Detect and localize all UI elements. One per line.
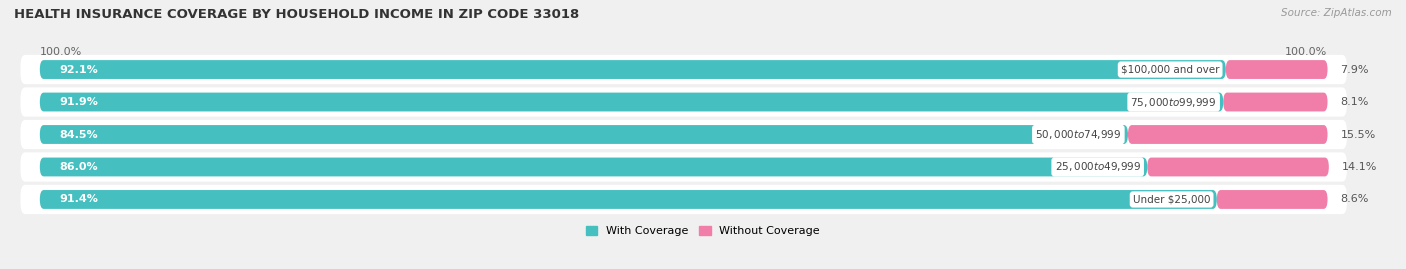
Legend: With Coverage, Without Coverage: With Coverage, Without Coverage <box>582 222 824 241</box>
FancyBboxPatch shape <box>1128 125 1327 144</box>
Text: 8.6%: 8.6% <box>1340 194 1369 204</box>
Text: 100.0%: 100.0% <box>39 47 82 58</box>
Text: 8.1%: 8.1% <box>1340 97 1369 107</box>
Text: Source: ZipAtlas.com: Source: ZipAtlas.com <box>1281 8 1392 18</box>
FancyBboxPatch shape <box>21 55 1347 84</box>
FancyBboxPatch shape <box>1223 93 1327 111</box>
FancyBboxPatch shape <box>21 87 1347 117</box>
FancyBboxPatch shape <box>39 93 1223 111</box>
FancyBboxPatch shape <box>21 152 1347 182</box>
Text: $25,000 to $49,999: $25,000 to $49,999 <box>1054 161 1140 174</box>
FancyBboxPatch shape <box>21 185 1347 214</box>
Text: $50,000 to $74,999: $50,000 to $74,999 <box>1035 128 1122 141</box>
Text: 14.1%: 14.1% <box>1341 162 1376 172</box>
Text: $75,000 to $99,999: $75,000 to $99,999 <box>1130 95 1216 108</box>
FancyBboxPatch shape <box>1147 158 1329 176</box>
FancyBboxPatch shape <box>21 120 1347 149</box>
FancyBboxPatch shape <box>1216 190 1327 209</box>
FancyBboxPatch shape <box>39 60 1226 79</box>
Text: 15.5%: 15.5% <box>1340 129 1375 140</box>
FancyBboxPatch shape <box>39 125 1128 144</box>
Text: 91.9%: 91.9% <box>59 97 98 107</box>
Text: $100,000 and over: $100,000 and over <box>1121 65 1219 75</box>
FancyBboxPatch shape <box>39 190 1216 209</box>
Text: 92.1%: 92.1% <box>59 65 98 75</box>
Text: HEALTH INSURANCE COVERAGE BY HOUSEHOLD INCOME IN ZIP CODE 33018: HEALTH INSURANCE COVERAGE BY HOUSEHOLD I… <box>14 8 579 21</box>
Text: 86.0%: 86.0% <box>59 162 98 172</box>
Text: 91.4%: 91.4% <box>59 194 98 204</box>
Text: 100.0%: 100.0% <box>1285 47 1327 58</box>
FancyBboxPatch shape <box>39 158 1147 176</box>
Text: Under $25,000: Under $25,000 <box>1133 194 1211 204</box>
Text: 84.5%: 84.5% <box>59 129 98 140</box>
FancyBboxPatch shape <box>1226 60 1327 79</box>
Text: 7.9%: 7.9% <box>1340 65 1369 75</box>
